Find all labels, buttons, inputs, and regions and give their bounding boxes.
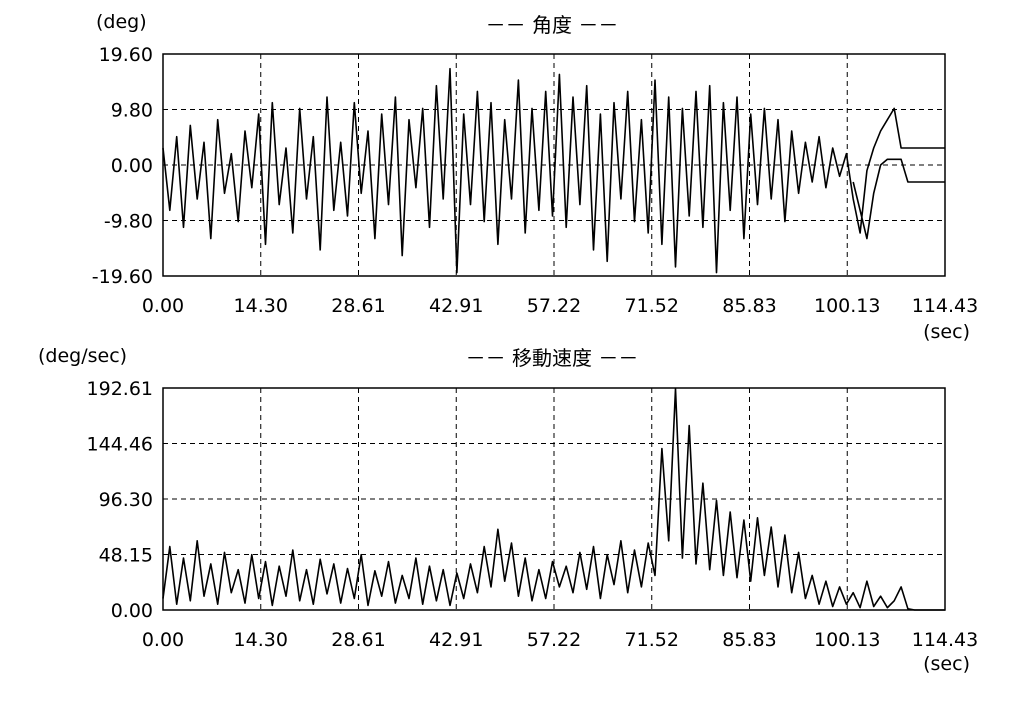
speed-x-axis-unit: (sec) [923,653,970,675]
angle-y-axis-unit: (deg) [96,11,147,33]
speed-y-tick-label: 0.00 [111,600,153,622]
speed-y-axis-unit: (deg/sec) [38,345,127,367]
angle-x-tick-label: 0.00 [142,295,184,317]
speed-series-line-0 [162,387,945,611]
angle-x-tick-label: 57.22 [527,295,581,317]
speed-y-tick-label: 96.30 [99,489,153,511]
speed-x-tick-label: 14.30 [234,629,288,651]
angle-y-tick-label: -9.80 [104,211,153,233]
angle-y-tick-label: -19.60 [92,266,153,288]
angle-series-line-0 [162,67,945,274]
speed-x-tick-label: 0.00 [142,629,184,651]
angle-x-axis-unit: (sec) [923,321,970,343]
speed-x-tick-label: 42.91 [429,629,483,651]
angle-y-tick-label: 0.00 [111,155,153,177]
angle-x-tick-label: 71.52 [625,295,679,317]
speed-x-tick-label: 100.13 [814,629,880,651]
speed-x-tick-label: 114.43 [912,629,978,651]
speed-x-tick-label: 71.52 [625,629,679,651]
speed-x-tick-label: 85.83 [722,629,776,651]
angle-chart: －－ 角度 －－ (deg) (sec) 0.00 14.30 28.61 42.91… [92,11,978,343]
speed-x-tick-label: 57.22 [527,629,581,651]
speed-y-tick-label: 192.61 [87,378,153,400]
angle-y-tick-label: 19.60 [99,44,153,66]
speed-chart-title: －－ 移動速度 －－ [466,346,639,370]
angle-x-tick-label: 28.61 [331,295,385,317]
angle-x-tick-label: 85.83 [722,295,776,317]
speed-x-tick-label: 28.61 [331,629,385,651]
angle-x-tick-label: 14.30 [234,295,288,317]
angle-x-tick-label: 114.43 [912,295,978,317]
angle-chart-title: －－ 角度 －－ [486,13,619,37]
speed-y-tick-label: 144.46 [87,434,153,456]
speed-chart: －－ 移動速度 －－ (deg/sec) (sec) 0.00 14.30 28.6… [38,345,978,675]
angle-series-line-1 [852,158,945,240]
angle-x-tick-label: 100.13 [814,295,880,317]
speed-y-tick-label: 48.15 [99,545,153,567]
angle-y-tick-label: 9.80 [111,100,153,122]
angle-x-tick-label: 42.91 [429,295,483,317]
